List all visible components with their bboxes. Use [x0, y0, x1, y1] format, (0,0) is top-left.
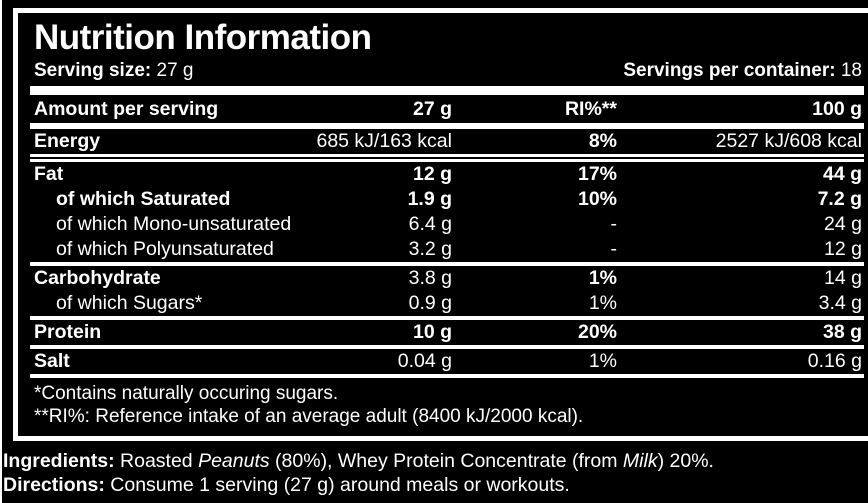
nutrition-label-box: Nutrition Information Serving size: 27 g… [13, 8, 868, 441]
row-per100: 7.2 g [817, 188, 862, 210]
bottom-info-block: Ingredients: Roasted Peanuts (80%), Whey… [3, 449, 863, 497]
table-row-saturated: of which Saturated 1.9 g 10% 7.2 g [30, 187, 864, 212]
separator-rule [30, 345, 864, 349]
row-amount: 10 g [412, 321, 452, 343]
row-name: of which Sugars* [56, 292, 203, 314]
directions-line: Directions: Consume 1 serving (27 g) aro… [3, 473, 863, 497]
servings-per-container-value: 18 [835, 60, 862, 81]
serving-size: Serving size: 27 g [34, 59, 193, 82]
separator-rule [30, 316, 864, 320]
row-name: of which Mono-unsaturated [56, 213, 292, 235]
servings-per-container-label: Servings per container: [623, 60, 836, 81]
row-ri: - [610, 213, 618, 235]
left-edge-line [0, 0, 2, 503]
row-ri: 1% [588, 292, 617, 314]
directions-text: Consume 1 serving (27 g) around meals or… [104, 474, 570, 496]
header-ri-percent: RI%** [564, 98, 617, 120]
serving-size-label: Serving size: [34, 60, 152, 81]
separator-rule [30, 262, 864, 266]
serving-info-row: Serving size: 27 g Servings per containe… [34, 59, 862, 82]
row-name: of which Saturated [56, 188, 231, 210]
table-row-polyunsaturated: of which Polyunsaturated 3.2 g - 12 g [30, 237, 864, 262]
row-per100: 14 g [824, 267, 862, 289]
table-row-sugars: of which Sugars* 0.9 g 1% 3.4 g [30, 291, 864, 316]
row-amount: 12 g [412, 163, 452, 185]
separator-rule [30, 374, 864, 378]
ingredients-peanuts: Peanuts [198, 450, 270, 472]
servings-per-container: Servings per container: 18 [623, 59, 862, 82]
thick-separator-bar [30, 86, 864, 95]
separator-rule [30, 123, 864, 129]
table-row-fat: Fat 12 g 17% 44 g [30, 162, 864, 187]
header-per-100g: 100 g [812, 98, 862, 120]
ingredients-label: Ingredients: [3, 450, 115, 472]
row-per100: 24 g [824, 213, 862, 235]
row-per100: 38 g [822, 321, 862, 343]
row-per100: 3.4 g [818, 292, 862, 314]
table-header-row: Amount per serving 27 g RI%** 100 g [30, 95, 864, 123]
row-per100: 0.16 g [807, 350, 862, 372]
row-ri: 1% [588, 267, 617, 289]
footnotes: *Contains naturally occuring sugars. **R… [34, 382, 864, 428]
row-per100: 12 g [824, 238, 862, 260]
row-per100: 44 g [822, 163, 862, 185]
nutrition-title: Nutrition Information [34, 18, 372, 57]
row-name: of which Polyunsaturated [56, 238, 274, 260]
row-ri: 20% [577, 321, 617, 343]
footnote-ri: **RI%: Reference intake of an average ad… [34, 406, 584, 427]
row-name: Carbohydrate [34, 267, 161, 289]
row-amount: 685 kJ/163 kcal [316, 130, 452, 152]
header-amount-per-serving: Amount per serving [34, 98, 219, 120]
row-amount: 6.4 g [408, 213, 452, 235]
table-row-energy: Energy 685 kJ/163 kcal 8% 2527 kJ/608 kc… [30, 129, 864, 154]
row-name: Salt [34, 350, 70, 372]
row-name: Protein [34, 321, 102, 343]
row-per100: 2527 kJ/608 kcal [715, 130, 862, 152]
row-name: Fat [34, 163, 64, 185]
footnote-sugars: *Contains naturally occuring sugars. [34, 383, 339, 404]
row-ri: 1% [588, 350, 617, 372]
ingredients-milk: Milk [622, 450, 658, 472]
row-name: Energy [34, 130, 101, 152]
row-amount: 3.8 g [408, 267, 452, 289]
row-ri: 17% [577, 163, 617, 185]
ingredients-text: ) 20%. [657, 450, 714, 472]
row-ri: - [610, 238, 618, 260]
row-ri: 10% [577, 188, 617, 210]
header-serving-amount: 27 g [412, 98, 452, 120]
table-row-salt: Salt 0.04 g 1% 0.16 g [30, 349, 864, 374]
table-row-protein: Protein 10 g 20% 38 g [30, 320, 864, 345]
directions-label: Directions: [3, 474, 105, 496]
row-amount: 0.04 g [397, 350, 452, 372]
table-row-mono-unsaturated: of which Mono-unsaturated 6.4 g - 24 g [30, 212, 864, 237]
row-amount: 0.9 g [408, 292, 452, 314]
serving-size-value: 27 g [151, 60, 194, 81]
row-ri: 8% [588, 130, 617, 152]
double-separator-rule [30, 154, 864, 162]
ingredients-text: Roasted [114, 450, 199, 472]
ingredients-line: Ingredients: Roasted Peanuts (80%), Whey… [3, 449, 863, 473]
ingredients-text: (80%), Whey Protein Concentrate (from [269, 450, 623, 472]
row-amount: 1.9 g [407, 188, 452, 210]
row-amount: 3.2 g [408, 238, 452, 260]
table-row-carbohydrate: Carbohydrate 3.8 g 1% 14 g [30, 266, 864, 291]
